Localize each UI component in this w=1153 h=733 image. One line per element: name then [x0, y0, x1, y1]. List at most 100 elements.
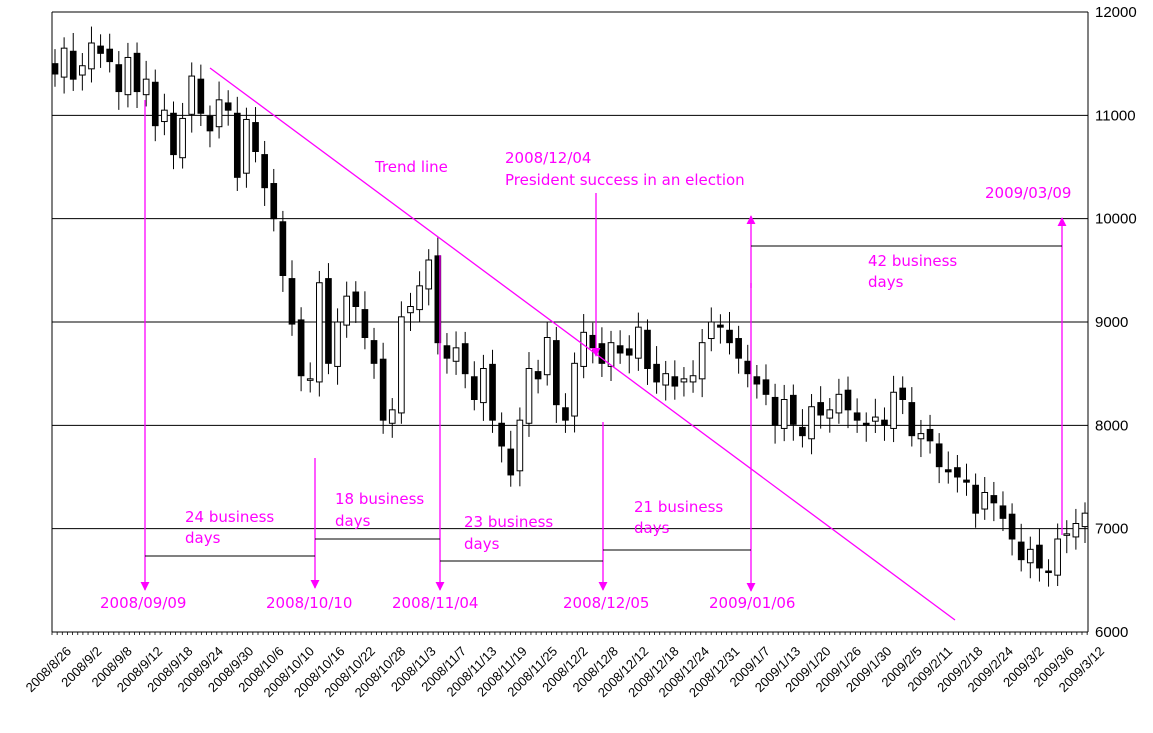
candle-body-99: [954, 467, 961, 478]
candle-body-111: [1063, 533, 1071, 536]
candle-body-62: [616, 345, 624, 354]
candle-102: [981, 477, 989, 520]
candle-16: [197, 64, 205, 126]
candle-body-40: [416, 285, 423, 311]
candle-body-39: [407, 306, 414, 314]
candle-body-54: [543, 337, 551, 376]
candle-92: [890, 375, 897, 443]
candle-25: [279, 210, 287, 292]
candle-body-25: [279, 221, 287, 276]
candle-body-26: [288, 278, 296, 325]
candle-75: [735, 325, 742, 374]
candle-body-108: [1036, 544, 1043, 569]
candle-74: [726, 311, 733, 355]
candle-body-94: [908, 402, 916, 437]
candle-55: [553, 326, 560, 423]
candle-5: [97, 34, 104, 68]
candle-body-113: [1081, 512, 1089, 528]
date-label-2008-10-10: 2008/10/10: [266, 594, 352, 612]
candle-body-100: [963, 479, 970, 483]
candle-0: [51, 49, 59, 87]
candle-12: [161, 93, 168, 136]
candle-body-42: [434, 255, 442, 344]
interval-label-2-line2: days: [335, 512, 371, 530]
candle-body-52: [525, 368, 533, 424]
candle-23: [261, 140, 268, 206]
interval-label-5-line1: 42 business: [868, 252, 957, 270]
candle-35: [370, 327, 378, 379]
candle-body-80: [780, 399, 788, 429]
candle-body-12: [161, 109, 168, 123]
candle-51: [516, 407, 524, 487]
candle-108: [1036, 528, 1043, 582]
candle-body-16: [197, 78, 205, 114]
x-tick-labels: 2008/8/262008/9/22008/9/82008/9/122008/9…: [23, 644, 1108, 701]
candle-body-31: [334, 321, 341, 367]
candle-body-84: [817, 402, 824, 416]
candle-83: [808, 394, 815, 455]
candle-6: [106, 33, 114, 73]
candle-body-88: [853, 412, 861, 421]
candle-66: [653, 346, 660, 394]
y-tick-6000: 6000: [1095, 624, 1128, 641]
candle-body-79: [771, 396, 779, 426]
candle-body-69: [680, 378, 688, 383]
candle-10: [142, 60, 150, 107]
candle-body-23: [261, 154, 268, 189]
candle-body-53: [534, 371, 542, 380]
candle-body-56: [562, 407, 569, 421]
candle-56: [562, 393, 569, 433]
candle-36: [379, 342, 387, 434]
candle-body-90: [872, 416, 879, 422]
candle-63: [625, 335, 633, 374]
candle-47: [480, 354, 487, 421]
candle-body-102: [981, 492, 989, 510]
candle-body-50: [507, 448, 515, 476]
candle-113: [1081, 502, 1089, 544]
candle-body-92: [890, 391, 897, 429]
candle-body-41: [425, 259, 433, 290]
candle-body-37: [388, 409, 396, 424]
candle-105: [1008, 503, 1016, 556]
candles: [51, 26, 1089, 587]
candle-37: [388, 398, 396, 438]
candle-87: [844, 376, 852, 429]
candle-body-95: [917, 433, 925, 440]
candle-body-105: [1008, 513, 1016, 540]
candle-106: [1017, 523, 1025, 572]
candle-48: [489, 349, 496, 433]
candle-101: [972, 473, 979, 528]
candle-9: [133, 42, 141, 108]
candle-body-78: [762, 379, 770, 395]
candle-62: [616, 330, 624, 364]
candle-body-68: [671, 376, 679, 387]
candle-89: [862, 412, 870, 442]
candle-body-76: [744, 360, 752, 375]
candle-body-44: [452, 347, 460, 362]
candle-body-0: [51, 63, 59, 75]
candle-body-1: [60, 47, 68, 78]
candle-44: [452, 331, 460, 375]
candle-body-58: [580, 331, 587, 367]
candle-81: [789, 384, 797, 441]
candle-body-2: [69, 50, 77, 80]
candle-7: [115, 51, 123, 110]
y-tick-9000: 9000: [1095, 314, 1128, 331]
candle-body-71: [698, 342, 706, 380]
candle-body-45: [461, 343, 469, 375]
candle-31: [334, 308, 341, 385]
candle-82: [799, 409, 806, 448]
candle-4: [88, 26, 95, 83]
arrows: [140, 100, 1067, 592]
candle-body-46: [470, 376, 478, 400]
candle-29: [316, 270, 323, 397]
candle-97: [935, 433, 943, 484]
candle-34: [361, 291, 369, 350]
candle-96: [926, 414, 934, 454]
interval-label-1-line2: days: [185, 529, 221, 547]
candle-64: [635, 312, 642, 371]
candle-45: [461, 331, 469, 389]
interval-label-3-line2: days: [464, 535, 500, 553]
candle-body-75: [735, 338, 742, 359]
